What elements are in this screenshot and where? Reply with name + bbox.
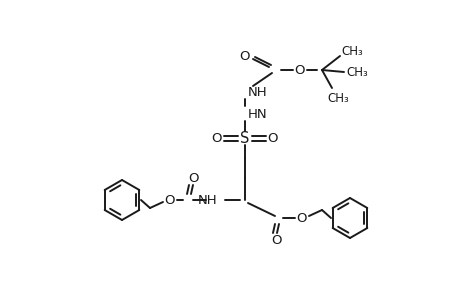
Text: S: S xyxy=(240,130,249,146)
Text: NH: NH xyxy=(197,194,217,206)
Text: O: O xyxy=(164,194,175,206)
Text: NH: NH xyxy=(247,85,267,98)
Text: CH₃: CH₃ xyxy=(345,65,367,79)
Text: O: O xyxy=(294,64,305,76)
Text: O: O xyxy=(271,233,282,247)
Text: O: O xyxy=(211,131,222,145)
Text: HN: HN xyxy=(247,107,267,121)
Text: O: O xyxy=(296,212,307,224)
Text: CH₃: CH₃ xyxy=(341,44,362,58)
Text: O: O xyxy=(267,131,278,145)
Text: O: O xyxy=(239,50,250,62)
Text: O: O xyxy=(188,172,199,184)
Text: CH₃: CH₃ xyxy=(326,92,348,104)
